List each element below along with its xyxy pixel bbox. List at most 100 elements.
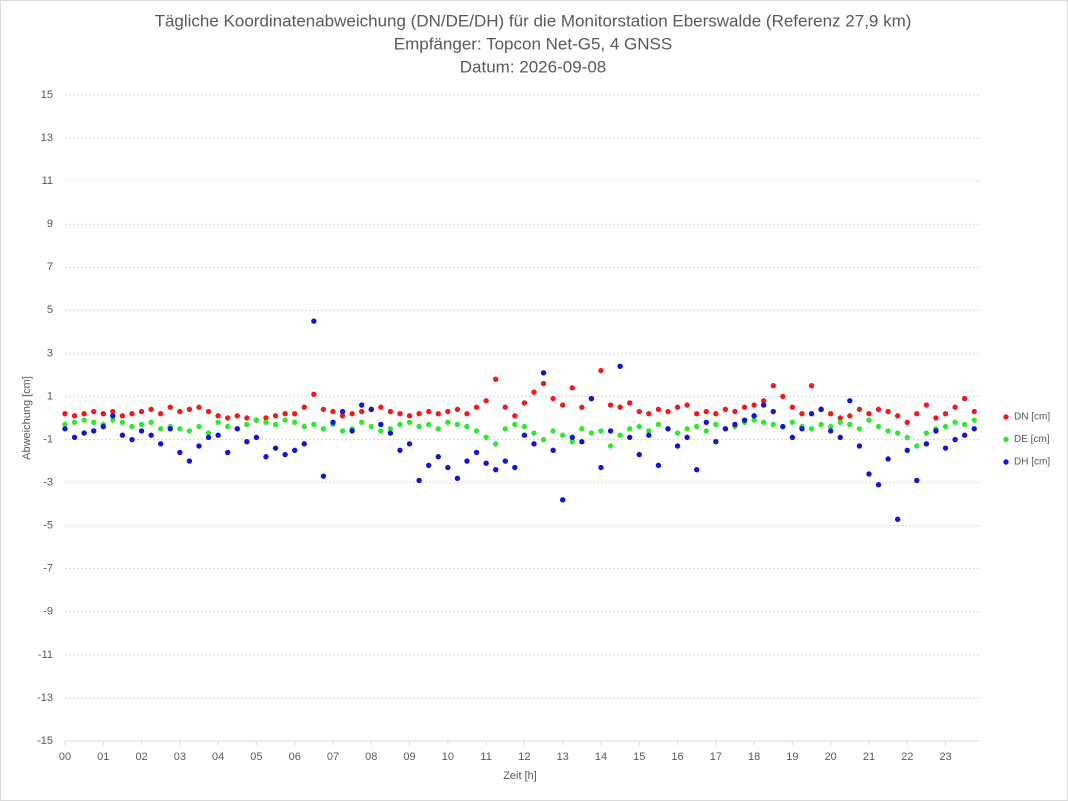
point <box>598 464 604 471</box>
point <box>263 419 269 426</box>
point <box>454 406 461 413</box>
point <box>397 410 403 417</box>
point <box>837 419 843 426</box>
point <box>521 432 528 438</box>
point <box>378 421 384 428</box>
point <box>445 419 451 426</box>
point <box>301 404 307 410</box>
point <box>483 460 489 466</box>
point <box>531 430 537 436</box>
point <box>177 449 183 456</box>
point <box>158 441 164 447</box>
point <box>502 458 508 464</box>
x-tick-label: 03 <box>174 751 186 763</box>
point <box>71 434 78 441</box>
y-tick-label: 5 <box>47 304 53 316</box>
point <box>368 423 374 430</box>
point <box>703 428 709 434</box>
point <box>923 402 930 408</box>
point <box>885 408 891 415</box>
point <box>674 430 681 436</box>
point <box>607 443 614 449</box>
point <box>684 402 690 408</box>
point <box>186 458 193 464</box>
point <box>770 408 776 415</box>
point <box>292 410 298 417</box>
point <box>311 421 317 428</box>
point <box>464 423 470 430</box>
point <box>827 423 834 430</box>
legend-marker <box>1003 414 1009 420</box>
point <box>636 423 642 430</box>
point <box>914 410 920 417</box>
x-tick-label: 20 <box>825 751 837 763</box>
point <box>866 471 872 477</box>
point <box>138 428 145 434</box>
x-tick-label: 02 <box>135 751 147 763</box>
point <box>167 404 173 410</box>
point <box>473 449 480 456</box>
y-tick-label: -9 <box>43 606 53 618</box>
point <box>579 404 585 410</box>
legend-marker <box>1003 436 1009 443</box>
point <box>320 473 327 479</box>
point <box>119 432 126 438</box>
point <box>110 413 116 419</box>
point <box>914 477 920 484</box>
point <box>225 415 231 421</box>
point <box>942 410 949 417</box>
point <box>971 426 977 432</box>
y-tick-label: -3 <box>43 477 53 489</box>
point <box>847 421 853 428</box>
point <box>617 363 623 370</box>
legend-label: DE [cm] <box>1014 434 1050 445</box>
point <box>933 415 939 421</box>
point <box>923 430 930 436</box>
x-tick-label: 01 <box>97 751 109 763</box>
point <box>387 426 394 432</box>
x-tick-label: 06 <box>289 751 301 763</box>
point <box>397 421 403 428</box>
point <box>454 475 461 481</box>
point <box>885 456 891 462</box>
point <box>923 441 930 447</box>
point <box>62 421 68 428</box>
point <box>655 406 662 413</box>
point <box>894 516 901 522</box>
point <box>244 438 250 445</box>
y-tick-label: 1 <box>47 390 53 402</box>
point <box>540 370 547 376</box>
x-tick-label: 12 <box>518 751 530 763</box>
point <box>722 426 729 432</box>
point <box>426 462 432 469</box>
y-tick-label: -11 <box>38 649 53 661</box>
point <box>62 410 68 417</box>
point <box>158 410 164 417</box>
point <box>952 436 958 443</box>
point <box>406 441 413 447</box>
point <box>961 395 968 402</box>
point <box>646 428 652 434</box>
point <box>579 426 585 432</box>
point <box>904 419 910 426</box>
point <box>263 415 269 421</box>
point <box>626 400 633 406</box>
point <box>320 406 327 413</box>
point <box>760 398 767 404</box>
point <box>961 432 968 438</box>
y-tick-label: -13 <box>37 692 53 704</box>
point <box>722 406 729 413</box>
point <box>598 428 604 434</box>
point <box>445 464 451 471</box>
chart-subtitle: Empfänger: Topcon Net-G5, 4 GNSS <box>394 34 672 53</box>
point <box>464 458 470 464</box>
x-tick-label: 14 <box>595 751 607 763</box>
point <box>674 443 681 449</box>
point <box>550 447 556 453</box>
point <box>732 408 738 415</box>
point <box>713 438 719 445</box>
point <box>856 426 863 432</box>
x-tick-label: 07 <box>327 751 339 763</box>
x-tick-label: 08 <box>365 751 377 763</box>
